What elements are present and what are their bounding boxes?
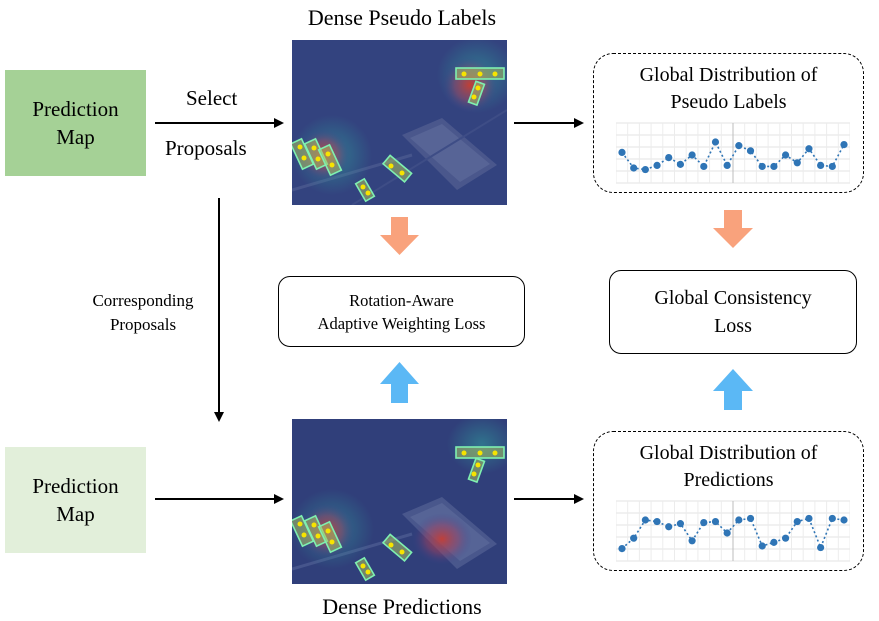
orange-arrow-right	[713, 210, 753, 248]
prediction-map-bottom-line2: Map	[56, 502, 95, 526]
data-point	[653, 517, 661, 526]
predictions-distribution-chart	[616, 500, 850, 562]
data-point	[653, 161, 661, 169]
dense-predictions-title: Dense Predictions	[322, 594, 482, 619]
select-label: Select	[186, 86, 238, 110]
data-point	[828, 162, 836, 171]
rotation-aware-loss-box: Rotation-Aware Adaptive Weighting Loss	[278, 276, 525, 347]
data-point	[630, 164, 638, 172]
data-point	[817, 161, 825, 169]
data-point	[641, 165, 649, 174]
blue-arrow-left	[380, 362, 419, 403]
corresponding-label-line2: Proposals	[109, 315, 177, 334]
global-loss-line2: Loss	[714, 315, 752, 337]
data-point	[723, 161, 731, 169]
corresponding-proposals-label: Corresponding Proposals	[78, 289, 208, 337]
dist-pseudo-line2: Pseudo Labels	[670, 91, 787, 113]
data-point	[665, 154, 673, 162]
orange-arrow-left	[380, 217, 419, 255]
prediction-map-top-line1: Prediction	[32, 97, 119, 121]
chart-grid	[616, 122, 850, 184]
data-point	[723, 529, 731, 537]
dist-pred-line1: Global Distribution of	[639, 442, 818, 464]
prediction-map-top: Prediction Map	[5, 70, 146, 176]
data-point	[735, 516, 743, 524]
data-point	[665, 523, 673, 531]
data-point	[840, 516, 848, 524]
data-point	[781, 534, 790, 542]
data-point	[746, 514, 755, 523]
chart-grid	[616, 500, 850, 562]
data-point	[676, 160, 685, 168]
data-point	[828, 514, 836, 523]
dense-pseudo-labels-title: Dense Pseudo Labels	[307, 5, 497, 30]
dense-predictions-image	[292, 419, 507, 584]
data-point	[805, 514, 813, 523]
rotation-loss-line1: Rotation-Aware	[349, 290, 454, 310]
prediction-map-bottom: Prediction Map	[5, 447, 146, 553]
data-point	[688, 151, 696, 159]
data-point	[700, 162, 708, 171]
data-point	[735, 142, 743, 150]
data-point	[746, 147, 755, 155]
data-point	[700, 519, 708, 527]
data-point	[711, 138, 720, 146]
global-loss-line1: Global Consistency	[654, 287, 812, 309]
data-point	[840, 141, 848, 149]
data-point	[758, 542, 766, 550]
data-point	[618, 148, 626, 156]
data-point	[781, 151, 790, 159]
data-point	[770, 538, 778, 546]
prediction-map-bottom-line1: Prediction	[32, 474, 119, 498]
dense-pseudo-labels-image	[292, 40, 507, 205]
data-point	[770, 162, 778, 171]
data-point	[805, 145, 813, 153]
data-point	[793, 517, 801, 526]
data-point	[641, 516, 649, 524]
dist-pseudo-line1: Global Distribution of	[639, 64, 818, 86]
global-consistency-loss-box: Global Consistency Loss	[609, 270, 857, 354]
global-distribution-pseudo-labels: Global Distribution of Pseudo Labels	[593, 53, 864, 193]
data-point	[676, 520, 685, 528]
blue-arrow-right	[713, 369, 753, 410]
data-point	[618, 545, 626, 553]
global-distribution-predictions: Global Distribution of Predictions	[593, 431, 864, 571]
corresponding-label-line1: Corresponding	[92, 291, 194, 310]
data-point	[817, 543, 825, 552]
data-point	[758, 162, 766, 171]
data-point	[630, 534, 638, 542]
prediction-map-top-line2: Map	[56, 125, 95, 149]
data-point	[793, 159, 801, 167]
data-point	[688, 537, 696, 545]
proposals-label: Proposals	[165, 136, 247, 160]
dist-pred-line2: Predictions	[683, 469, 774, 491]
data-point	[711, 517, 720, 526]
pseudo-labels-distribution-chart	[616, 122, 850, 184]
rotation-loss-line2: Adaptive Weighting Loss	[317, 313, 486, 333]
